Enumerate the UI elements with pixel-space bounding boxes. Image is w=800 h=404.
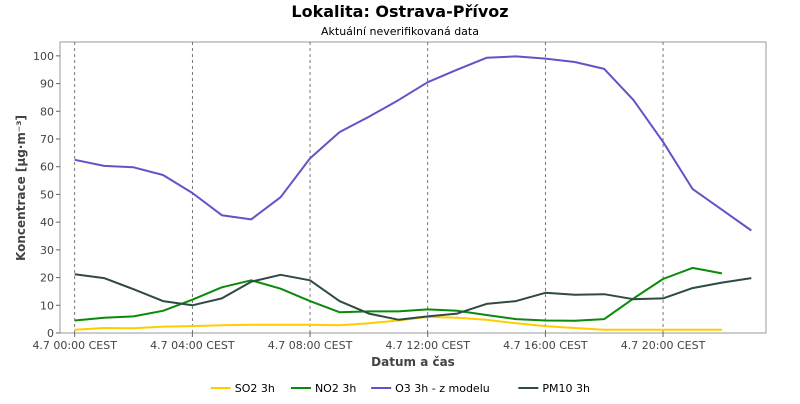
x-axis: 4.7 00:00 CEST 4.7 04:00 CEST 4.7 08:00 CE… [32,333,706,352]
chart-subtitle: Aktuální neverifikovaná data [321,25,479,38]
x-tick-label: 4.7 12:00 CEST [385,339,470,352]
grid [74,42,664,333]
legend: SO2 3h NO2 3h O3 3h - z modelu PM10 3h [210,382,590,395]
y-axis-label: Koncentrace [µg·m⁻³] [14,115,28,261]
y-tick-label: 70 [40,133,54,146]
series-line-o3-3h-z-modelu [74,55,752,232]
x-tick-label: 4.7 16:00 CEST [503,339,588,352]
x-axis-label: Datum a čas [371,355,455,369]
y-tick-label: 40 [40,216,54,229]
x-tick-label: 4.7 20:00 CEST [621,339,706,352]
x-tick-label: 4.7 08:00 CEST [268,339,353,352]
y-tick-label: 30 [40,244,54,257]
series-line-pm10-3h [74,273,752,321]
legend-label-no2-3h: NO2 3h [315,382,356,395]
legend-label-o3-3h-z-modelu: O3 3h - z modelu [395,382,490,395]
y-tick-label: 80 [40,105,54,118]
series-lines [74,55,752,331]
x-tick-label: 4.7 00:00 CEST [32,339,117,352]
y-tick-label: 50 [40,188,54,201]
plot-area [59,41,767,334]
y-tick-label: 0 [47,327,54,340]
y-tick-label: 60 [40,161,54,174]
y-axis: 0 10 20 30 40 50 60 70 80 90 100 [33,50,60,340]
chart-title: Lokalita: Ostrava-Přívoz [291,2,508,21]
legend-label-so2-3h: SO2 3h [235,382,275,395]
y-tick-label: 20 [40,272,54,285]
x-tick-label: 4.7 04:00 CEST [150,339,235,352]
y-tick-label: 10 [40,299,54,312]
legend-label-pm10-3h: PM10 3h [542,382,590,395]
y-tick-label: 90 [40,78,54,91]
y-tick-label: 100 [33,50,54,63]
